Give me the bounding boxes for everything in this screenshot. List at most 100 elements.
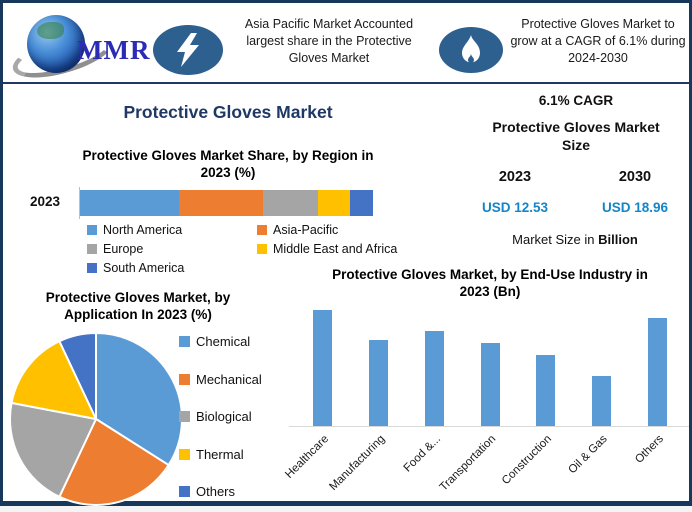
enduse-bar-chart: Healthcare Manufacturing Food &... Transpor… xyxy=(284,303,689,503)
legend-item-biological: Biological xyxy=(179,409,262,424)
application-pie-chart xyxy=(9,332,183,506)
chart-title-line: 2023 (Bn) xyxy=(459,284,521,299)
mmr-logo: MMR xyxy=(8,7,151,87)
legend-label: Others xyxy=(196,484,236,499)
market-size-title: Protective Gloves Market Size xyxy=(458,118,692,154)
enduse-bar-slot xyxy=(462,303,518,426)
enduse-category-label: Others xyxy=(632,433,666,466)
legend-item-asia-pacific: Asia-Pacific xyxy=(257,223,407,237)
enduse-bar-others xyxy=(647,318,667,426)
legend-item-south-america: South America xyxy=(87,261,257,275)
region-segment-middle-east-and-africa xyxy=(317,190,350,216)
chart-title-line: Protective Gloves Market, by End-Use Ind… xyxy=(332,267,648,282)
legend-swatch xyxy=(179,411,190,422)
note-line: largest share in the Protective xyxy=(246,34,412,48)
enduse-chart-title: Protective Gloves Market, by End-Use Ind… xyxy=(293,266,687,300)
region-chart-title: Protective Gloves Market Share, by Regio… xyxy=(13,147,443,181)
header-note-left: Asia Pacific Market Accounted largest sh… xyxy=(227,16,431,67)
chart-title-line: 2023 (%) xyxy=(200,165,256,180)
legend-swatch xyxy=(179,486,190,497)
enduse-label-slot: Others xyxy=(629,431,685,503)
chart-title-line: Application In 2023 (%) xyxy=(64,307,212,322)
region-category-label: 2023 xyxy=(29,194,61,209)
enduse-bar-construction xyxy=(536,355,556,426)
market-size-title-line: Protective Gloves Market xyxy=(492,119,660,135)
pie-slice-thermal xyxy=(10,340,97,420)
legend-swatch xyxy=(87,244,97,254)
enduse-label-slot: Manufacturing xyxy=(327,431,407,503)
legend-item-chemical: Chemical xyxy=(179,334,262,349)
enduse-labels: Healthcare Manufacturing Food &... Transpor… xyxy=(284,431,685,503)
logo-text: MMR xyxy=(77,35,151,65)
legend-swatch xyxy=(87,263,97,273)
market-size-footnote: Market Size in Billion xyxy=(455,232,692,247)
value-2023: USD 12.53 xyxy=(481,200,549,215)
pie-slice-others xyxy=(58,332,97,420)
enduse-x-axis xyxy=(289,426,689,427)
enduse-category-label: Food &... xyxy=(401,433,443,475)
enduse-bar-slot xyxy=(629,303,685,426)
flame-icon xyxy=(462,35,480,63)
market-size-values: USD 12.53 USD 18.96 xyxy=(455,200,692,215)
year-2023-label: 2023 xyxy=(498,169,532,185)
legend-item-mechanical: Mechanical xyxy=(179,372,262,387)
region-segment-north-america xyxy=(80,190,179,216)
legend-item-thermal: Thermal xyxy=(179,447,262,462)
enduse-bars xyxy=(295,303,685,426)
header-note-right: Protective Gloves Market to grow at a CA… xyxy=(507,16,689,67)
enduse-bar-slot xyxy=(406,303,462,426)
legend-swatch xyxy=(257,225,267,235)
legend-label: Chemical xyxy=(196,334,251,349)
enduse-bar-slot xyxy=(518,303,574,426)
cagr-label: 6.1% CAGR xyxy=(538,93,614,108)
enduse-bar-oil-gas xyxy=(591,376,611,426)
region-segment-south-america xyxy=(349,190,373,216)
note-line: grow at a CAGR of 6.1% during xyxy=(510,34,686,48)
enduse-bar-slot xyxy=(295,303,351,426)
legend-item-others: Others xyxy=(179,484,262,499)
legend-label: South America xyxy=(103,261,185,275)
enduse-label-slot: Oil & Gas xyxy=(567,431,630,503)
legend-swatch xyxy=(179,448,190,460)
note-line: Protective Gloves Market to xyxy=(521,17,675,31)
header-divider xyxy=(3,82,689,84)
note-line: 2024-2030 xyxy=(568,51,628,65)
enduse-bar-healthcare xyxy=(313,310,333,426)
pie-chart-title: Protective Gloves Market, by Application… xyxy=(5,289,271,323)
market-size-years: 2023 2030 xyxy=(455,169,692,185)
legend-swatch xyxy=(179,336,190,347)
enduse-bar-transportation xyxy=(480,343,500,426)
enduse-bar-food xyxy=(424,331,444,426)
legend-item-europe: Europe xyxy=(87,242,257,256)
legend-label: Asia-Pacific xyxy=(273,223,339,237)
flame-badge xyxy=(439,27,503,73)
note-line: Gloves Market xyxy=(288,51,370,65)
market-size-title-line: Size xyxy=(561,137,590,153)
region-segment-europe xyxy=(262,190,318,216)
pie-legend: Chemical Mechanical Biological Thermal Other… xyxy=(179,334,262,499)
legend-label: Mechanical xyxy=(196,371,262,387)
footnote-prefix: Market Size in xyxy=(512,232,599,247)
lightning-badge xyxy=(153,25,223,75)
legend-item-north-america: North America xyxy=(87,223,257,237)
pie-slice-biological xyxy=(9,401,97,498)
legend-swatch xyxy=(179,373,190,385)
legend-label: Biological xyxy=(196,409,252,424)
chart-title-line: Protective Gloves Market, by xyxy=(45,290,231,305)
legend-label: Thermal xyxy=(196,446,244,462)
globe-icon xyxy=(27,15,85,73)
legend-label: North America xyxy=(103,223,183,237)
year-2030-label: 2030 xyxy=(618,169,652,185)
enduse-bar-slot xyxy=(574,303,630,426)
enduse-category-label: Healthcare xyxy=(283,433,332,481)
region-stacked-bar xyxy=(80,190,373,216)
enduse-category-label: Oil & Gas xyxy=(566,433,610,477)
legend-swatch xyxy=(87,225,97,235)
enduse-bar-manufacturing xyxy=(369,340,389,426)
footnote-unit: Billion xyxy=(598,232,638,247)
enduse-bar-slot xyxy=(351,303,407,426)
chart-title-line: Protective Gloves Market Share, by Regio… xyxy=(82,148,374,163)
enduse-label-slot: Healthcare xyxy=(284,431,351,503)
region-legend: North America Asia-Pacific Europe Middle Ea… xyxy=(87,223,407,275)
